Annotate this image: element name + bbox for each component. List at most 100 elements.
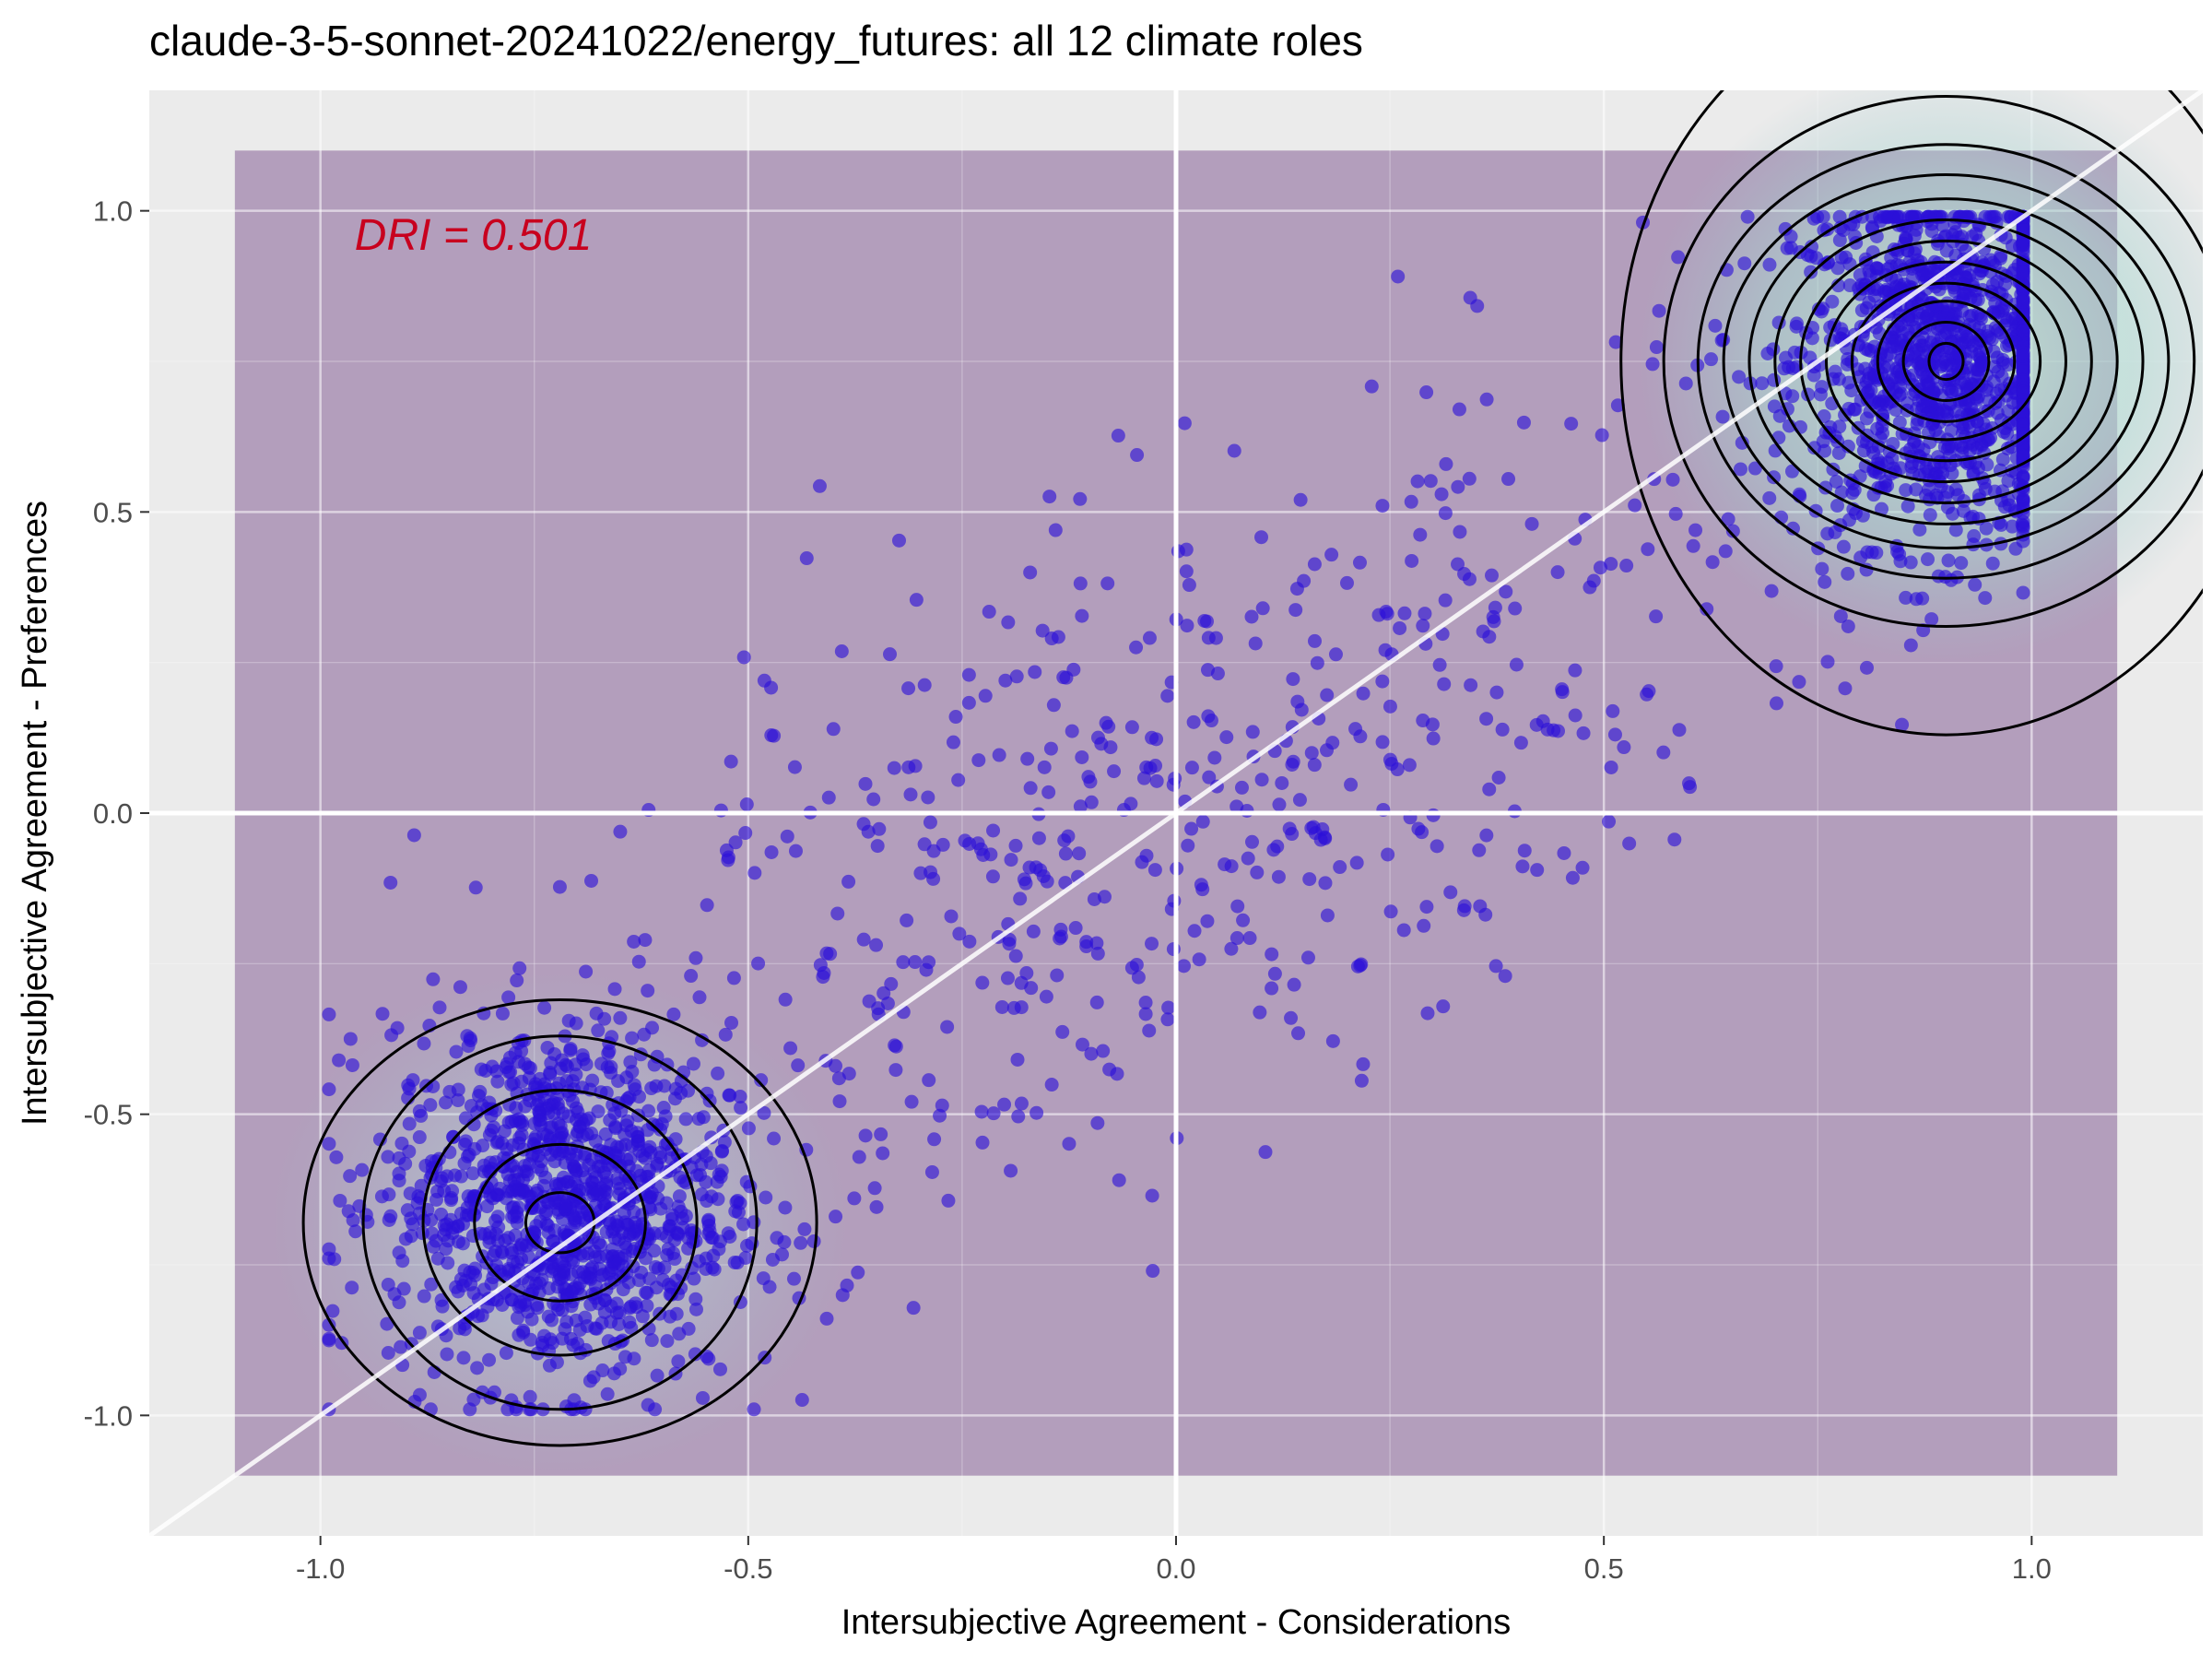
data-point xyxy=(1333,860,1347,875)
data-point xyxy=(1921,482,1936,497)
data-point xyxy=(1888,333,1902,348)
data-point xyxy=(1979,383,1994,397)
data-point xyxy=(1555,682,1570,697)
data-point xyxy=(406,1217,420,1232)
data-point xyxy=(1145,1188,1159,1203)
data-point xyxy=(1250,865,1265,879)
data-point xyxy=(797,1221,812,1236)
data-point xyxy=(381,1278,395,1292)
data-point xyxy=(333,1193,347,1208)
data-point xyxy=(458,1273,473,1288)
data-point xyxy=(1854,303,1869,318)
data-point xyxy=(819,1311,834,1326)
data-point xyxy=(640,1285,654,1300)
data-point xyxy=(551,1303,566,1317)
data-point xyxy=(700,1350,714,1364)
data-point xyxy=(1425,717,1440,732)
data-point xyxy=(904,1094,919,1109)
data-point xyxy=(613,1010,628,1025)
data-point xyxy=(1241,851,1255,866)
data-point xyxy=(1028,665,1042,679)
data-point xyxy=(500,1167,515,1182)
data-point xyxy=(1721,512,1735,526)
data-point xyxy=(841,874,856,889)
data-point xyxy=(595,1363,610,1378)
data-point xyxy=(1010,1052,1025,1067)
data-point xyxy=(1451,557,1465,572)
data-point xyxy=(641,1103,655,1118)
data-point xyxy=(1610,398,1625,413)
data-point xyxy=(1415,825,1430,840)
data-point xyxy=(1073,799,1088,814)
data-point xyxy=(1224,941,1239,956)
data-point xyxy=(1160,1012,1175,1027)
data-point xyxy=(1286,672,1300,687)
data-point xyxy=(613,824,628,839)
data-point xyxy=(1320,688,1335,702)
data-point xyxy=(567,1393,582,1408)
data-point xyxy=(1844,384,1859,398)
data-point xyxy=(1652,303,1666,318)
data-point xyxy=(1002,937,1017,951)
data-point xyxy=(700,898,714,913)
data-point xyxy=(1356,1056,1371,1071)
data-point xyxy=(1023,565,1038,580)
data-point xyxy=(1833,608,1848,623)
ref-line-diagonal xyxy=(149,90,2203,1536)
data-point xyxy=(1404,494,1418,509)
data-point xyxy=(1310,655,1324,670)
data-point xyxy=(430,1251,445,1266)
data-point xyxy=(726,971,741,985)
data-point xyxy=(1037,760,1052,774)
data-point xyxy=(1423,474,1438,489)
data-point xyxy=(1825,294,1840,309)
data-point xyxy=(1847,482,1862,497)
data-point xyxy=(1288,603,1303,618)
data-point xyxy=(665,1287,679,1302)
data-point xyxy=(564,1267,579,1281)
data-point xyxy=(1509,657,1524,672)
data-point xyxy=(1785,521,1800,536)
data-point xyxy=(717,1135,732,1150)
data-point xyxy=(1292,793,1307,808)
data-point xyxy=(406,828,421,843)
data-point xyxy=(1841,566,1855,581)
data-point xyxy=(877,985,891,1000)
data-point xyxy=(1207,750,1222,765)
data-point xyxy=(1035,623,1050,638)
data-point xyxy=(506,1255,521,1269)
data-point xyxy=(706,1248,721,1263)
data-point xyxy=(624,1124,639,1139)
data-point xyxy=(787,760,802,774)
data-point xyxy=(381,1345,395,1360)
data-point xyxy=(1405,553,1419,568)
data-point xyxy=(2016,491,2030,506)
data-point xyxy=(449,1044,464,1059)
density-contours xyxy=(301,90,2203,1447)
data-point xyxy=(747,866,762,880)
data-point xyxy=(641,1398,655,1412)
data-point xyxy=(1380,607,1394,621)
data-point xyxy=(1936,218,1950,233)
data-point xyxy=(1139,848,1154,863)
data-point xyxy=(1184,821,1199,836)
data-point xyxy=(1767,372,1782,387)
data-point xyxy=(1994,369,2009,384)
data-point xyxy=(1090,1115,1105,1130)
data-point xyxy=(1832,209,1847,224)
data-point xyxy=(871,1001,886,1016)
data-point xyxy=(426,972,441,986)
data-point xyxy=(1806,211,1821,226)
data-point xyxy=(1044,1078,1059,1092)
data-point xyxy=(764,728,779,743)
data-point xyxy=(384,1028,399,1043)
data-point xyxy=(490,1134,505,1149)
data-point xyxy=(480,1199,495,1214)
data-point xyxy=(1903,638,1918,653)
data-point xyxy=(1704,352,1719,367)
data-point xyxy=(1230,899,1245,914)
data-point xyxy=(1817,409,1831,424)
data-point xyxy=(478,1064,493,1079)
data-point xyxy=(933,1108,947,1123)
data-point xyxy=(1568,708,1583,723)
